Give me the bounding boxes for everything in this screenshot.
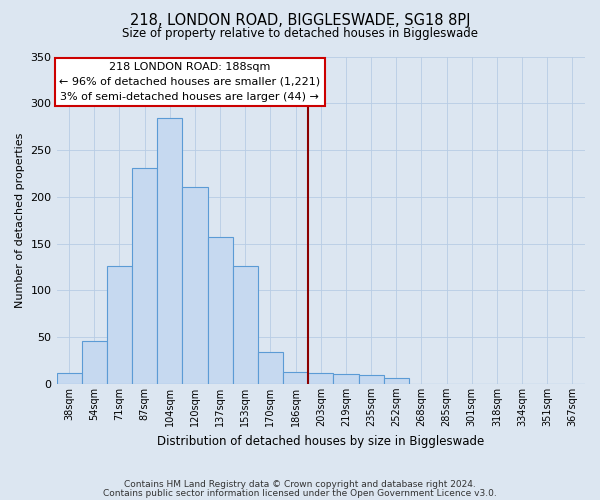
Bar (56, 372, 82, 384)
Y-axis label: Number of detached properties: Number of detached properties (15, 132, 25, 308)
Text: 218 LONDON ROAD: 188sqm
← 96% of detached houses are smaller (1,221)
3% of semi-: 218 LONDON ROAD: 188sqm ← 96% of detache… (59, 62, 320, 102)
Bar (208, 237, 233, 384)
Bar (132, 168, 157, 384)
Bar (308, 372, 334, 384)
Bar (334, 374, 359, 384)
Bar (258, 352, 283, 384)
Bar (383, 378, 409, 384)
X-axis label: Distribution of detached houses by size in Biggleswade: Distribution of detached houses by size … (157, 434, 484, 448)
Bar (283, 372, 308, 384)
Text: Contains public sector information licensed under the Open Government Licence v3: Contains public sector information licen… (103, 489, 497, 498)
Bar (233, 266, 258, 384)
Bar (182, 188, 208, 384)
Bar (359, 374, 383, 384)
Bar (157, 118, 182, 384)
Text: Size of property relative to detached houses in Biggleswade: Size of property relative to detached ho… (122, 28, 478, 40)
Bar (82, 341, 107, 384)
Text: 218, LONDON ROAD, BIGGLESWADE, SG18 8PJ: 218, LONDON ROAD, BIGGLESWADE, SG18 8PJ (130, 12, 470, 28)
Bar (107, 266, 132, 384)
Text: Contains HM Land Registry data © Crown copyright and database right 2024.: Contains HM Land Registry data © Crown c… (124, 480, 476, 489)
